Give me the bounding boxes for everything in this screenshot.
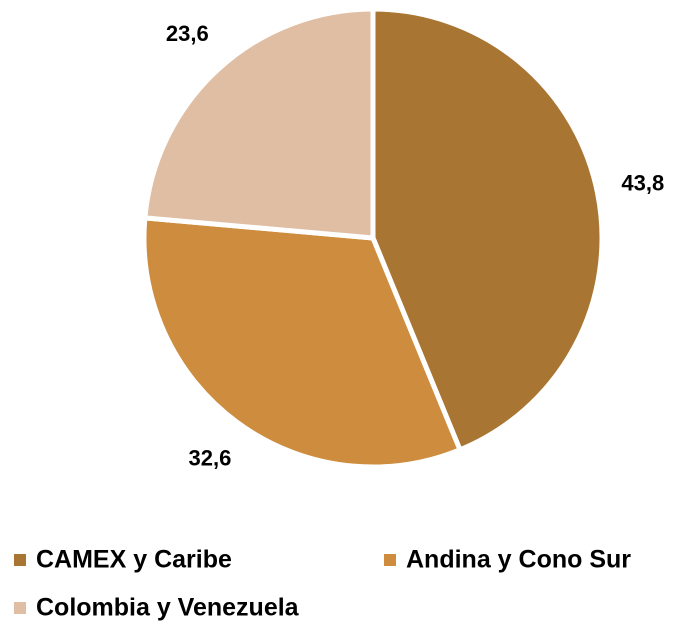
data-label: 23,6 bbox=[166, 21, 209, 46]
pie-slice bbox=[141, 215, 463, 470]
data-label: 43,8 bbox=[621, 171, 664, 196]
legend-swatch bbox=[14, 554, 26, 566]
legend-swatch bbox=[14, 602, 26, 614]
data-label: 32,6 bbox=[189, 445, 232, 470]
legend-label: Colombia y Venezuela bbox=[36, 594, 300, 622]
legend-label: CAMEX y Caribe bbox=[36, 546, 232, 574]
pie-slice bbox=[142, 6, 376, 241]
legend-swatch bbox=[384, 554, 396, 566]
pie-slice bbox=[370, 6, 605, 453]
legend-label: Andina y Cono Sur bbox=[406, 546, 631, 574]
